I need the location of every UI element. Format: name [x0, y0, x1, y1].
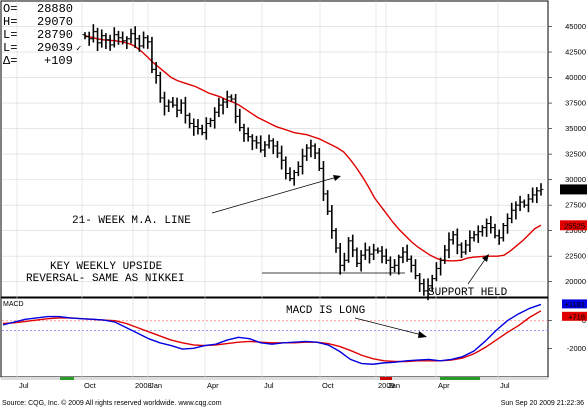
macd-value-badge-text: +1181: [564, 300, 585, 309]
grid: [2, 1, 548, 377]
annotation-ma-line: 21- WEEK M.A. LINE: [72, 215, 191, 227]
x-tick-label-9: Apr: [438, 381, 450, 390]
x-tick-label-5: Jul: [264, 381, 274, 390]
price-bar: [538, 183, 544, 196]
timeline-segment-red: [380, 377, 392, 380]
support-arrow-line: [467, 257, 487, 285]
readout-open-value: 28880: [37, 2, 73, 16]
readout-last-label: L=: [3, 41, 17, 55]
readout-low-value: 28790: [37, 28, 73, 42]
y-tick-label-8: 40000: [565, 73, 586, 82]
y-tick-label-9: 42500: [565, 48, 586, 57]
price-y-axis: 20000 22500 25000 27500 30000 32500 35000 37500…: [548, 22, 586, 286]
x-tick-label-3: Jan: [150, 381, 162, 390]
macd-y-tick-label-1: -2000: [567, 344, 586, 353]
support-arrow-head: [482, 254, 489, 262]
footer-source: Source: CQG, Inc. © 2009 All rights rese…: [2, 399, 222, 407]
ma-badge: [560, 220, 587, 231]
price-bars: [82, 24, 544, 301]
x-tick-label-1: Oct: [84, 381, 97, 390]
readout-high-label: H=: [3, 15, 17, 29]
moving-average-line: [84, 35, 542, 262]
annotation-support: SUPPORT HELD: [428, 287, 508, 299]
signal-value-badge-text: +718: [568, 312, 585, 321]
y-tick-label-10: 45000: [565, 22, 586, 31]
macd-value-badge: [562, 299, 587, 309]
ohlc-readout: O= 28880 H= 29070 L= 28790 L= 29039 ✓ Δ=…: [3, 2, 81, 68]
macd-arrow-line: [354, 317, 423, 336]
y-tick-label-4: 30000: [565, 175, 586, 184]
last-price-badge-text: 29039: [564, 185, 585, 194]
timeline-segment-green-2: [440, 377, 480, 380]
readout-delta-value: +109: [44, 54, 73, 68]
ma-badge-text: 25525: [564, 221, 585, 230]
x-tick-label-6: Oct: [322, 381, 335, 390]
macd-lines: [2, 303, 548, 365]
ma-polyline: [84, 35, 542, 262]
x-tick-label-8: Jan: [388, 381, 400, 390]
timeline-segment-green: [60, 377, 74, 380]
last-price-badge: [560, 184, 587, 195]
x-tick-label-2: 2008: [135, 381, 152, 390]
readout-delta-label: Δ=: [3, 54, 17, 68]
macd-panel-frame: [0, 297, 549, 378]
readout-low-label: L=: [3, 28, 17, 42]
x-tick-label-4: Apr: [207, 381, 219, 390]
timeline-strip: [1, 377, 548, 380]
readout-last-mark: ✓: [76, 44, 81, 54]
annotations: 21- WEEK M.A. LINE KEY WEEKLY UPSIDE REV…: [26, 175, 508, 338]
macd-panel-label: MACD: [3, 301, 24, 308]
y-tick-label-7: 37500: [565, 99, 586, 108]
macd-line: [2, 303, 542, 365]
y-tick-label-5: 32500: [565, 150, 586, 159]
readout-open-label: O=: [3, 2, 17, 16]
macd-arrow-head: [418, 331, 427, 338]
x-tick-label-7: 2009: [378, 381, 395, 390]
readout-high-value: 29070: [37, 15, 73, 29]
y-tick-label-3: 27500: [565, 201, 586, 210]
ma-arrow-line: [211, 176, 338, 214]
x-tick-label-0: Jul: [19, 381, 29, 390]
value-badges: 29039 25525 +1181 +718: [560, 184, 587, 321]
footer-timestamp: Sun Sep 20 2009 21:22:36: [501, 400, 584, 407]
x-tick-label-10: Jul: [500, 381, 510, 390]
y-tick-label-1: 22500: [565, 252, 586, 261]
macd-y-axis: 0-2000: [548, 316, 586, 353]
signal-value-badge: [562, 311, 587, 321]
annotation-reversal-line1: KEY WEEKLY UPSIDE: [50, 261, 163, 273]
annotation-macd-long: MACD IS LONG: [286, 305, 365, 317]
y-tick-label-6: 35000: [565, 124, 586, 133]
annotation-reversal-line2: REVERSAL- SAME AS NIKKEI: [26, 273, 184, 285]
y-tick-label-2: 25000: [565, 226, 586, 235]
y-tick-label-0: 20000: [565, 277, 586, 286]
ma-arrow-head: [333, 175, 341, 181]
readout-last-value: 29039: [37, 41, 73, 55]
